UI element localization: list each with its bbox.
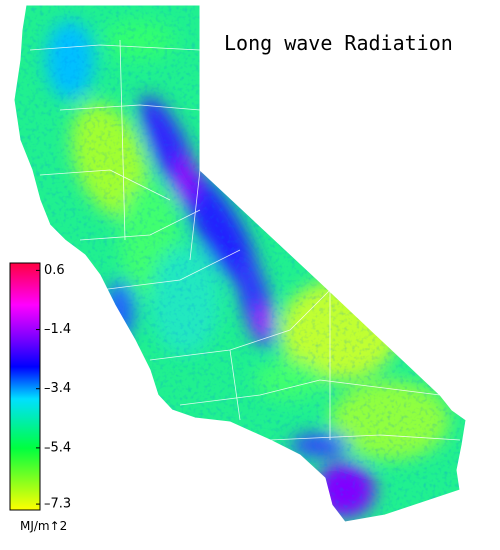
colorbar xyxy=(9,262,41,511)
state-outline xyxy=(13,4,467,523)
colorbar-ticks: 0.6 –1.4 –3.4 –5.4 –7.3 xyxy=(36,263,71,512)
tick-label: 0.6 xyxy=(44,263,65,278)
tick-label: –3.4 xyxy=(44,381,71,396)
colorbar-unit: MJ/m↑2 xyxy=(20,519,67,533)
map-title: Long wave Radiation xyxy=(224,31,453,55)
tick-label: –7.3 xyxy=(44,497,71,512)
tick-label: –1.4 xyxy=(44,322,71,337)
tick-label: –5.4 xyxy=(44,440,71,455)
